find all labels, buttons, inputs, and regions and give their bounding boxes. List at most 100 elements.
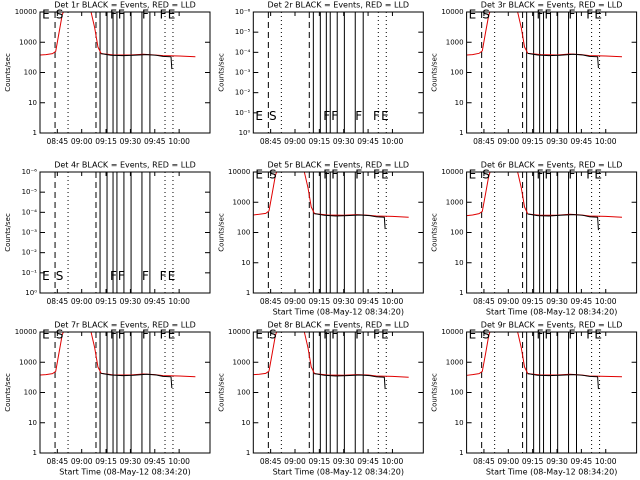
y-tick-label: 10: [241, 259, 250, 267]
x-tick-label: 09:15: [522, 297, 544, 306]
annotation: E: [469, 7, 477, 21]
annotation: E: [255, 167, 263, 181]
x-tick-label: 10:00: [168, 137, 190, 146]
plot-frame: [252, 11, 424, 134]
x-tick-label: 10:00: [595, 297, 617, 306]
chart-title: Det 9r BLACK = Events, RED = LLD: [481, 321, 623, 330]
annotation: S: [482, 327, 490, 341]
annotation: S: [56, 269, 64, 283]
x-axis-label: Start Time (08-May-12 08:34:20): [486, 468, 617, 477]
annotation: S: [56, 327, 64, 341]
panel: Det 1r BLACK = Events, RED = LLD Counts/s…: [4, 1, 211, 146]
x-axis-label: Start Time (08-May-12 08:34:20): [486, 308, 617, 317]
x-tick-label: 09:00: [284, 457, 306, 466]
x-tick-label: 09:30: [546, 297, 568, 306]
y-axis-label: Counts/sec: [431, 373, 439, 412]
annotation: F: [373, 109, 380, 123]
x-tick-label: 09:00: [71, 297, 93, 306]
plot-frame: [252, 171, 424, 294]
annotation: E: [594, 327, 602, 341]
x-tick-label: 09:45: [357, 457, 379, 466]
x-tick-label: 10:00: [382, 457, 404, 466]
chart-title: Det 5r BLACK = Events, RED = LLD: [268, 161, 410, 170]
annotation: F: [160, 7, 167, 21]
annotation: F: [118, 327, 125, 341]
y-tick-label: 10⁻³: [235, 69, 251, 77]
panel: Det 6r BLACK = Events, RED = LLD Counts/s…: [431, 161, 638, 317]
y-tick-label: 10: [455, 419, 464, 427]
y-axis-label: Counts/sec: [4, 373, 12, 412]
annotation: F: [110, 327, 117, 341]
y-tick-label: 10000: [228, 168, 250, 176]
y-tick-label: 10⁰: [239, 129, 251, 137]
y-tick-label: 100: [450, 229, 463, 237]
series-line: [253, 332, 409, 378]
y-tick-label: 100: [237, 229, 250, 237]
x-tick-label: 09:15: [309, 457, 331, 466]
x-tick-label: 09:30: [546, 457, 568, 466]
chart-title: Det 8r BLACK = Events, RED = LLD: [268, 321, 410, 330]
y-tick-label: 10: [28, 419, 37, 427]
x-tick-label: 08:45: [260, 297, 282, 306]
annotation: S: [269, 109, 277, 123]
y-tick-label: 100: [450, 69, 463, 77]
annotation: F: [323, 327, 330, 341]
annotation: S: [269, 167, 277, 181]
plot-frame: [466, 331, 638, 454]
annotation: F: [142, 327, 149, 341]
annotation: S: [56, 7, 64, 21]
y-axis-label: Counts/sec: [217, 373, 225, 412]
chart-title: Det 1r BLACK = Events, RED = LLD: [54, 1, 196, 10]
y-tick-label: 10⁻⁶: [235, 8, 251, 16]
y-tick-label: 1000: [19, 358, 37, 366]
annotation: S: [482, 7, 490, 21]
y-tick-label: 1000: [232, 198, 250, 206]
annotation: F: [545, 167, 552, 181]
y-tick-label: 10⁻²: [22, 249, 38, 257]
x-tick-label: 09:30: [120, 297, 142, 306]
x-tick-label: 09:45: [571, 137, 593, 146]
y-axis-label: Counts/sec: [217, 53, 225, 92]
x-axis-label: Start Time (08-May-12 08:34:20): [273, 468, 404, 477]
x-tick-label: 08:45: [473, 137, 495, 146]
annotation: E: [381, 167, 389, 181]
series-line: [101, 53, 173, 70]
annotation: F: [537, 327, 544, 341]
plot-frame: [466, 171, 638, 294]
annotation: E: [255, 327, 263, 341]
annotation: E: [381, 109, 389, 123]
y-axis-label: Counts/sec: [4, 213, 12, 252]
chart-title: Det 6r BLACK = Events, RED = LLD: [481, 161, 623, 170]
x-tick-label: 09:15: [522, 137, 544, 146]
y-tick-label: 10000: [441, 8, 463, 16]
x-tick-label: 08:45: [47, 137, 69, 146]
annotation: F: [118, 269, 125, 283]
chart-title: Det 7r BLACK = Events, RED = LLD: [54, 321, 196, 330]
y-tick-label: 1000: [446, 358, 464, 366]
panel: Det 7r BLACK = Events, RED = LLD Counts/s…: [4, 321, 211, 477]
series-line: [527, 52, 599, 69]
annotation: E: [469, 167, 477, 181]
y-tick-label: 10⁻²: [235, 89, 251, 97]
x-tick-label: 08:45: [473, 457, 495, 466]
y-tick-label: 1: [246, 449, 250, 457]
x-tick-label: 09:15: [95, 137, 117, 146]
annotation: E: [168, 269, 176, 283]
annotation: F: [331, 167, 338, 181]
plot-frame: [39, 171, 211, 294]
x-tick-label: 10:00: [168, 457, 190, 466]
x-tick-label: 09:45: [144, 137, 166, 146]
annotation: F: [355, 109, 362, 123]
x-tick-label: 10:00: [168, 297, 190, 306]
y-tick-label: 10000: [15, 8, 37, 16]
annotation: F: [586, 7, 593, 21]
x-tick-label: 08:45: [47, 297, 69, 306]
y-tick-label: 10⁻⁵: [22, 188, 38, 196]
annotation: F: [160, 269, 167, 283]
x-tick-label: 09:00: [497, 457, 519, 466]
annotation: E: [594, 167, 602, 181]
plot-frame: [39, 11, 211, 134]
y-tick-label: 10: [28, 99, 37, 107]
